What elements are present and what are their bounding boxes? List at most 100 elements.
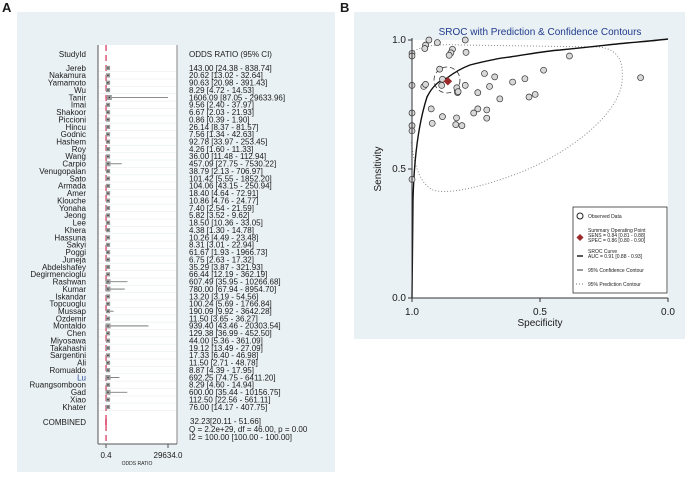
legend-diamond-icon xyxy=(576,233,584,242)
x-tick-label: 1.0 xyxy=(405,307,419,318)
observed-point xyxy=(486,83,493,90)
forest-row: Jereb 143.00 [24.38 - 838.74] xyxy=(66,64,272,73)
study-point xyxy=(107,200,109,202)
y-tick-label: 0.0 xyxy=(392,293,406,304)
confidence-contour xyxy=(433,66,461,94)
legend-sroc-title: SROC Curve xyxy=(588,249,617,255)
study-name: Topcuoglu xyxy=(50,300,86,309)
forest-row: Jeong 5.82 [3.52 - 9.62] xyxy=(64,211,249,220)
forest-row: Takahashi 19.12 [13.49 - 27.09] xyxy=(50,344,263,353)
study-point xyxy=(107,126,109,128)
study-name: Kumar xyxy=(62,285,86,294)
forest-row: Degirmencioglu 66.44 [12.19 - 362.19] xyxy=(30,270,267,279)
legend-circle-icon xyxy=(576,212,584,220)
study-name: Sakyi xyxy=(66,241,86,250)
forest-row: Hincu 26.14 [8.37 - 81.57] xyxy=(66,123,259,132)
study-effect: 6.67 [2.03 - 21.93] xyxy=(189,108,254,117)
observed-point xyxy=(439,113,446,120)
study-effect: 18.50 [10.36 - 33.05] xyxy=(189,219,263,228)
study-name: Abdelshafey xyxy=(42,263,86,272)
forest-row: Armada 104.06 [43.15 - 250.94] xyxy=(58,182,272,191)
forest-row: Chen 129.38 [36.99 - 452.50] xyxy=(67,329,272,338)
forest-row: Iskandar 13.20 [3.19 - 54.56] xyxy=(55,292,258,301)
observed-points xyxy=(408,36,644,183)
study-point xyxy=(107,303,109,305)
study-name: Tanir xyxy=(69,93,87,102)
forest-row: Wu 8.29 [4.72 - 14.53] xyxy=(74,86,254,95)
study-point xyxy=(107,295,109,298)
study-name: Armada xyxy=(58,182,87,191)
forest-row: Wang 36.00 [11.48 - 112.94] xyxy=(65,152,266,161)
forest-row: Sato 101.42 [5.55 - 1852.20] xyxy=(70,174,272,183)
study-effect: 143.00 [24.38 - 838.74] xyxy=(189,64,272,73)
study-effect: 8.29 [4.60 - 14.94] xyxy=(189,381,254,390)
study-point xyxy=(107,207,109,209)
study-point xyxy=(107,266,109,268)
heterogeneity-i2: I2 = 100.00 [100.00 - 100.00] xyxy=(189,433,292,442)
observed-point xyxy=(458,122,466,130)
study-name: Amer xyxy=(67,189,86,198)
observed-point xyxy=(436,65,443,73)
study-effect: 101.42 [5.55 - 1852.20] xyxy=(189,174,272,183)
study-effect: 607.49 [35.95 - 10266.68] xyxy=(189,278,281,287)
forest-row: Piccioni 0.86 [0.39 - 1.90] xyxy=(58,115,249,124)
prediction-contour xyxy=(410,44,623,192)
observed-point xyxy=(474,89,482,96)
heterogeneity-q: Q = 2.2e+29, df = 46.00, p = 0.00 xyxy=(189,425,308,434)
legend: Observed Data Summary Operating Point SE… xyxy=(572,206,668,294)
study-effect: 36.00 [11.48 - 112.94] xyxy=(189,152,266,161)
forest-rows: Jereb 143.00 [24.38 - 838.74] Nakamura 20.6… xyxy=(30,64,286,412)
study-effect: 10.86 [4.76 - 24.77] xyxy=(189,196,258,205)
study-name: Romualdo xyxy=(50,366,87,375)
x-tick-label: 0.5 xyxy=(533,307,547,318)
study-effect: 7.40 [2.54 - 21.59] xyxy=(189,204,254,213)
study-point xyxy=(107,376,109,379)
forest-row: Khater 76.00 [14.17 - 407.75] xyxy=(62,403,267,412)
study-effect: 939.40 [43.46 - 20303.54] xyxy=(189,322,281,331)
forest-row: Mussap 190.09 [9.92 - 3642.28] xyxy=(58,307,272,316)
forest-row: Romualdo 8.87 [4.39 - 17.95] xyxy=(50,366,254,375)
study-effect: 18.40 [4.64 - 72.91] xyxy=(189,189,258,198)
study-point xyxy=(107,222,109,224)
study-name: Ozdemir xyxy=(56,314,87,323)
study-point xyxy=(107,118,109,121)
observed-point xyxy=(428,119,436,127)
forest-row: Poggi 61.67 [1.93 - 1966.73] xyxy=(66,248,268,257)
study-point xyxy=(107,347,109,349)
study-effect: 35.29 [3.87 - 321.93] xyxy=(189,263,263,272)
study-effect: 1606.09 [87.05 - 29633.96] xyxy=(189,93,285,102)
observed-point xyxy=(491,73,499,81)
study-effect: 44.00 [5.36 - 361.09] xyxy=(189,336,263,345)
observed-point xyxy=(421,45,429,52)
legend-confidence: 95% Confidence Contour xyxy=(588,268,644,274)
study-point xyxy=(107,82,109,84)
study-name: Juneja xyxy=(62,255,86,264)
y-tick-label: 1.0 xyxy=(392,35,406,46)
study-effect: 8.31 [3.01 - 22.94] xyxy=(189,241,254,250)
x-axis-label: ODDS RATIO xyxy=(122,461,153,467)
observed-point xyxy=(483,114,491,122)
combined-label: COMBINED xyxy=(43,418,86,427)
study-effect: 692.25 [74.75 - 6411.20] xyxy=(189,373,276,382)
study-point xyxy=(107,163,109,165)
study-effect: 600.00 [35.44 - 10156.75] xyxy=(189,388,281,397)
study-name: Godnic xyxy=(61,130,86,139)
forest-row: Godnic 7.56 [1.34 - 42.63] xyxy=(61,130,254,139)
study-point xyxy=(107,229,109,231)
study-name: Sato xyxy=(70,174,87,183)
forest-row: Hashem 92.78 [33.97 - 253.45] xyxy=(56,137,267,146)
study-point xyxy=(107,192,109,194)
forest-row: Sargentini 17.33 [6.40 - 46.98] xyxy=(50,351,258,360)
study-name: Lee xyxy=(73,219,87,228)
x-tick-label: 29634.0 xyxy=(154,451,183,460)
forest-row: Khera 4.38 [1.30 - 14.78] xyxy=(65,226,254,235)
study-point xyxy=(107,391,109,393)
study-point xyxy=(107,67,109,69)
sroc-curve xyxy=(411,38,669,299)
panel-label-b: B xyxy=(340,0,349,15)
study-point xyxy=(107,281,109,283)
forest-row: Ozdemir 11.50 [3.65 - 36.27] xyxy=(56,314,258,323)
study-point xyxy=(107,148,109,150)
forest-row: Topcuoglu 100.24 [5.69 - 1766.84] xyxy=(50,300,272,309)
